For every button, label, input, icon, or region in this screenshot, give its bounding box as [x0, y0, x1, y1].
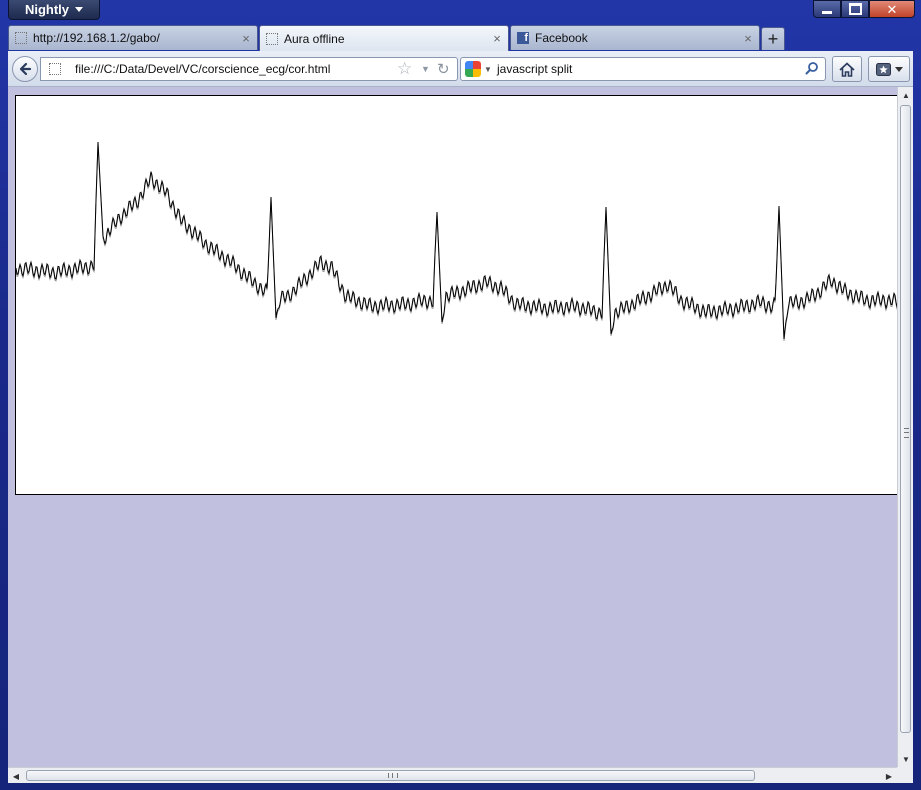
reload-icon[interactable]: ↻ [437, 61, 450, 78]
navigation-toolbar: file:///C:/Data/Devel/VC/corscience_ecg/… [8, 51, 913, 87]
plus-icon: + [767, 28, 779, 49]
tab-title: Facebook [535, 31, 588, 45]
minimize-icon [822, 10, 832, 14]
bookmarks-menu-button[interactable] [868, 56, 910, 82]
chevron-down-icon [75, 7, 84, 12]
maximize-icon [848, 3, 862, 15]
facebook-icon: f [517, 32, 529, 44]
horizontal-scrollbar[interactable]: ◀ ▶ [8, 767, 897, 783]
vertical-scrollbar[interactable]: ▲ ▼ [897, 87, 913, 767]
url-input[interactable]: file:///C:/Data/Devel/VC/corscience_ecg/… [75, 62, 331, 76]
google-icon[interactable] [465, 61, 481, 77]
app-menu-button[interactable]: Nightly [8, 0, 100, 20]
scroll-up-arrow-icon[interactable]: ▲ [902, 90, 910, 100]
chevron-down-icon [894, 66, 903, 72]
home-icon [839, 61, 855, 77]
new-tab-button[interactable]: + [761, 27, 785, 50]
back-button[interactable] [12, 56, 38, 82]
scrollbar-corner [897, 767, 913, 783]
scroll-left-arrow-icon[interactable]: ◀ [12, 771, 20, 781]
address-bar[interactable]: file:///C:/Data/Devel/VC/corscience_ecg/… [40, 57, 458, 81]
tab-gabo[interactable]: http://192.168.1.2/gabo/ × [8, 25, 258, 50]
search-icon[interactable] [805, 61, 819, 75]
scroll-right-arrow-icon[interactable]: ▶ [885, 771, 893, 781]
minimize-button[interactable] [813, 0, 841, 18]
grip-icon [388, 773, 398, 778]
tab-title: Aura offline [284, 31, 345, 46]
ecg-trace-shadow [16, 143, 897, 342]
close-window-button[interactable]: ✕ [869, 0, 915, 18]
bookmarks-icon [875, 62, 891, 76]
tab-close-icon[interactable]: × [744, 30, 752, 46]
ecg-trace-line [16, 141, 897, 340]
horizontal-scroll-thumb[interactable] [26, 770, 755, 781]
url-history-dropdown-icon[interactable]: ▼ [421, 64, 430, 74]
tab-strip: http://192.168.1.2/gabo/ × Aura offline … [8, 25, 913, 51]
close-icon: ✕ [886, 1, 898, 17]
ecg-canvas [15, 95, 897, 495]
page-content [8, 87, 897, 767]
tab-title: http://192.168.1.2/gabo/ [33, 31, 160, 45]
tab-aura-offline[interactable]: Aura offline × [259, 25, 509, 51]
bookmark-star-icon[interactable]: ☆ [397, 59, 413, 78]
blank-page-icon [266, 32, 278, 45]
window-controls: ✕ [813, 0, 915, 18]
maximize-button[interactable] [841, 0, 869, 18]
search-engine-dropdown-icon[interactable]: ▼ [484, 65, 492, 74]
search-input[interactable]: javascript split [497, 62, 573, 76]
scroll-down-arrow-icon[interactable]: ▼ [902, 754, 910, 764]
grip-icon [904, 428, 909, 438]
site-identity-icon[interactable] [49, 63, 61, 75]
back-arrow-icon [19, 62, 32, 76]
ecg-waveform [16, 141, 897, 342]
tab-close-icon[interactable]: × [242, 30, 250, 46]
search-bar[interactable]: ▼ javascript split [460, 57, 826, 81]
tab-close-icon[interactable]: × [493, 31, 501, 46]
home-button[interactable] [832, 56, 862, 82]
app-menu-label: Nightly [24, 2, 70, 17]
tab-facebook[interactable]: f Facebook × [510, 25, 760, 50]
vertical-scroll-thumb[interactable] [900, 105, 911, 733]
blank-page-icon [15, 32, 27, 44]
